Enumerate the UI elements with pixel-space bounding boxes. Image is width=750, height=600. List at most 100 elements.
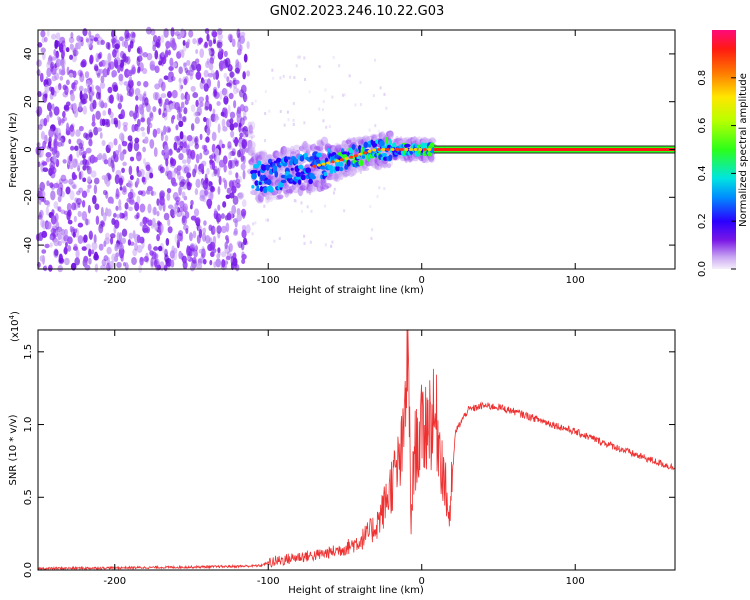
noise-blob [98, 243, 104, 251]
noise-speck [308, 90, 311, 94]
signal-halo [349, 166, 357, 177]
noise-blob [240, 208, 247, 217]
noise-blob [243, 94, 248, 102]
noise-blob [182, 164, 188, 174]
noise-blob [218, 175, 222, 186]
signal-halo [322, 182, 329, 189]
noise-blob [113, 212, 117, 218]
noise-blob [192, 38, 197, 45]
noise-blob [203, 144, 208, 152]
noise-speck [304, 78, 307, 82]
noise-blob [221, 88, 228, 96]
noise-blob [136, 56, 140, 67]
noise-blob [68, 72, 74, 78]
y-tick-label: 0 [23, 146, 34, 152]
signal-core [256, 185, 260, 189]
signal-peak [381, 148, 386, 151]
noise-blob [76, 148, 80, 158]
noise-blob [178, 66, 183, 75]
noise-blob [217, 123, 221, 134]
noise-blob [178, 206, 184, 213]
noise-blob [202, 179, 209, 190]
noise-blob [189, 264, 195, 272]
noise-blob [46, 180, 50, 187]
noise-blob [142, 227, 149, 233]
noise-blob [190, 104, 196, 113]
noise-blob [236, 48, 242, 56]
signal-core [346, 159, 351, 167]
noise-speck [354, 103, 357, 107]
noise-blob [236, 28, 241, 39]
noise-blob [82, 105, 88, 115]
noise-blob [55, 52, 60, 59]
noise-speck [306, 205, 309, 209]
noise-blob [87, 39, 92, 49]
signal-halo [353, 136, 360, 143]
noise-blob [57, 83, 62, 91]
snr-y-label: SNR (10 * v/v) [8, 414, 19, 485]
noise-blob [102, 68, 108, 78]
noise-blob [85, 147, 92, 154]
noise-blob [149, 112, 154, 122]
noise-blob [56, 187, 62, 196]
noise-blob [243, 53, 248, 63]
noise-blob [217, 79, 221, 89]
noise-blob [57, 240, 62, 247]
noise-blob [183, 62, 187, 67]
y-tick-label: -20 [23, 189, 34, 205]
spectrogram-y-ticks: -40 -20 0 20 40 [23, 48, 675, 253]
colorbar-label: Normalized spectral amplitude [738, 73, 749, 227]
noise-blob [74, 145, 79, 151]
noise-blob [54, 249, 59, 256]
signal-halo [338, 172, 344, 181]
signal-halo [345, 139, 352, 145]
noise-blob [142, 51, 148, 58]
noise-blob [139, 49, 144, 57]
noise-blob [113, 138, 118, 146]
noise-blob [123, 81, 129, 86]
noise-blob [88, 257, 92, 265]
y-tick-label: 1.5 [23, 344, 34, 360]
noise-blob [242, 169, 246, 180]
noise-speck [348, 74, 351, 78]
noise-blob [132, 248, 138, 257]
noise-blob [36, 69, 41, 75]
noise-blob [150, 189, 154, 197]
noise-blob [119, 186, 123, 191]
noise-blob [214, 113, 219, 119]
noise-blob [185, 164, 191, 174]
noise-blob [67, 219, 73, 225]
noise-speck [303, 56, 306, 60]
noise-speck [318, 107, 321, 111]
noise-blob [215, 70, 220, 80]
signal-core [316, 152, 323, 158]
signal-track [245, 121, 675, 204]
noise-blob [55, 32, 61, 40]
noise-blob [119, 132, 125, 141]
noise-speck [328, 124, 331, 128]
signal-core [286, 174, 293, 179]
noise-blob [87, 184, 92, 189]
noise-speck [385, 106, 388, 110]
x-tick-label: -200 [103, 576, 126, 587]
noise-blob [195, 49, 199, 54]
noise-blob [217, 186, 221, 195]
noise-blob [120, 254, 124, 262]
noise-blob [84, 71, 90, 79]
noise-blob [118, 175, 125, 184]
noise-blob [59, 36, 66, 45]
noise-blob [90, 170, 97, 178]
noise-speck [331, 240, 334, 244]
noise-blob [128, 232, 134, 240]
noise-speck [303, 234, 306, 238]
noise-blob [125, 32, 131, 38]
noise-blob [236, 240, 243, 247]
noise-blob [131, 124, 136, 133]
signal-halo [257, 154, 263, 160]
noise-blob [44, 243, 50, 249]
noise-blob [160, 34, 165, 44]
noise-blob [94, 203, 100, 211]
noise-blob [186, 145, 190, 154]
noise-speck [371, 228, 374, 232]
spectrogram-x-ticks: -200 -100 0 100 [103, 30, 585, 286]
